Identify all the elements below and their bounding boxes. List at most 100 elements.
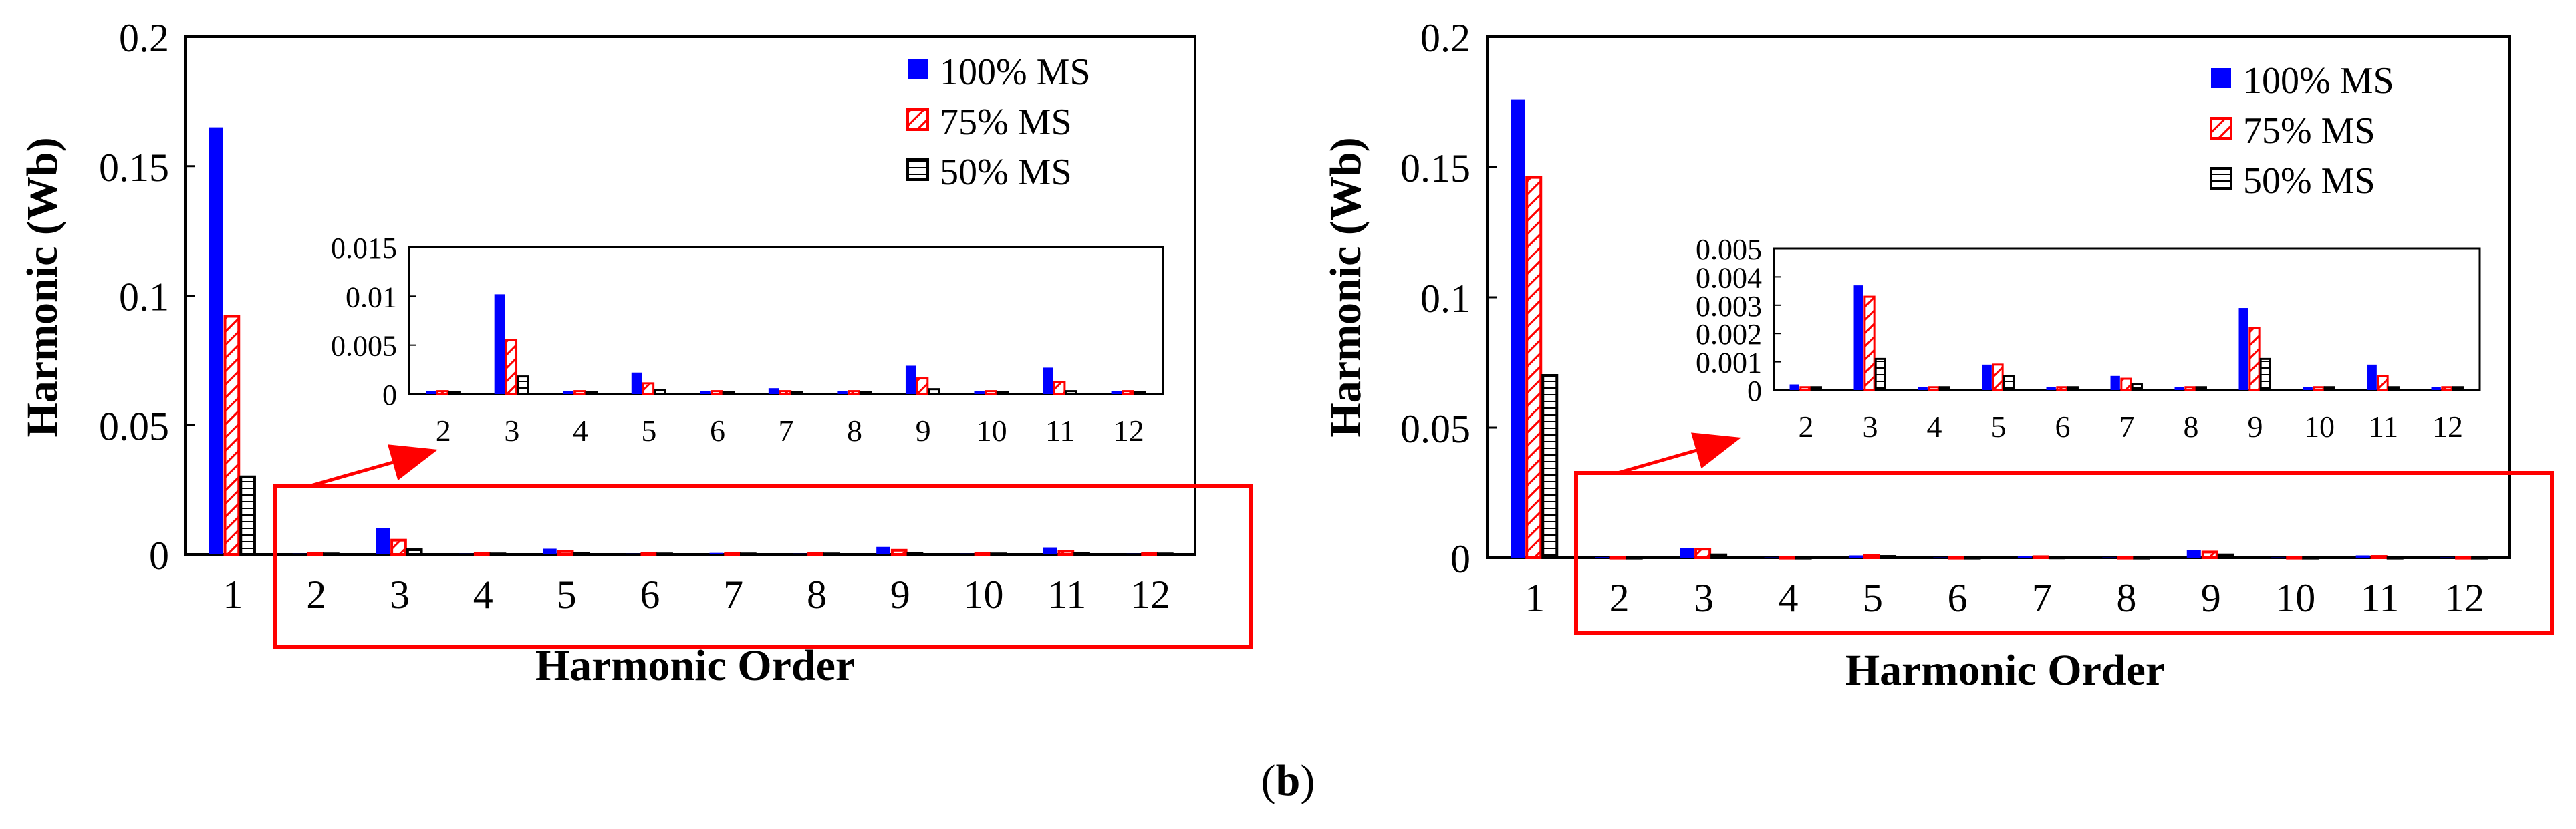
x-tick-label: 2 [306, 572, 326, 617]
inset-bar-100-ms-h8 [837, 391, 848, 394]
inset-bar-100-ms-h2 [1789, 384, 1799, 390]
x-tick-label: 7 [723, 572, 743, 617]
inset-bar-50-ms-h7 [2131, 383, 2143, 391]
inset-bar-50-ms-h9 [2259, 357, 2271, 391]
bar-75-ms-h11 [1057, 550, 1075, 556]
bar-100-ms-h11 [2355, 555, 2370, 558]
inset-bar-100-ms-h10 [974, 391, 985, 394]
inset-bar-100-ms-h5 [631, 372, 642, 394]
inset-bar-50-ms-h8 [859, 391, 872, 395]
x-tick-label: 3 [390, 572, 410, 617]
inset-bar-50-ms-h5 [654, 389, 666, 395]
zoom-arrow-head [388, 444, 438, 481]
x-tick-label: 1 [1525, 576, 1545, 620]
inset-bar-75-ms-h5 [1992, 363, 2004, 391]
inset-x-tick-label: 4 [1927, 409, 1942, 444]
inset-bar-50-ms-h12 [1133, 391, 1146, 395]
inset-bar-50-ms-h11 [1065, 390, 1077, 395]
inset-y-tick-label: 0.005 [1696, 233, 1762, 266]
inset-x-tick-label: 11 [1045, 413, 1075, 448]
inset-bar-100-ms-h2 [426, 391, 436, 394]
inset-bar-75-ms-h6 [711, 390, 723, 395]
inset-bar-75-ms-h5 [642, 382, 655, 395]
x-tick-label: 12 [2444, 576, 2484, 620]
bar-75-ms-h11 [2370, 555, 2388, 559]
inset-x-tick-label: 12 [1114, 413, 1144, 448]
x-tick-label: 11 [1047, 572, 1086, 617]
bar-100-ms-h11 [1043, 547, 1057, 554]
inset-bar-75-ms-h3 [505, 339, 518, 395]
inset-x-tick-label: 8 [2184, 409, 2199, 444]
x-tick-label: 7 [2032, 576, 2052, 620]
inset-bar-100-ms-h9 [2238, 308, 2248, 390]
bar-50-ms-h5 [1880, 555, 1897, 559]
inset-bar-100-ms-h6 [2046, 387, 2056, 390]
x-tick-label: 10 [2275, 576, 2315, 620]
legend-swatch-100 [2211, 68, 2231, 88]
x-tick-label: 6 [640, 572, 660, 617]
inset-bar-100-ms-h3 [1853, 285, 1863, 390]
x-tick-label: 9 [2201, 576, 2221, 620]
inset-bar-100-ms-h4 [1918, 387, 1928, 390]
bar-50-ms-h3 [406, 548, 423, 556]
inset-bar-75-ms-h12 [2441, 386, 2453, 391]
inset-bar-50-ms-h6 [722, 391, 735, 395]
inset-bar-75-ms-h4 [573, 390, 586, 395]
x-tick-label: 5 [557, 572, 577, 617]
inset-x-tick-label: 9 [2248, 409, 2263, 444]
bar-75-ms-h7 [2032, 555, 2049, 560]
bar-75-ms-h1 [1525, 176, 1543, 560]
x-tick-label: 8 [807, 572, 827, 617]
x-tick-label: 11 [2361, 576, 2400, 620]
inset-bar-50-ms-h12 [2452, 386, 2464, 391]
bar-100-ms-h5 [1848, 555, 1863, 558]
inset-bar-50-ms-h3 [1874, 357, 1886, 391]
bar-100-ms-h2 [1595, 557, 1609, 558]
inset-bar-100-ms-h7 [2110, 375, 2120, 390]
inset-bar-100-ms-h5 [1982, 364, 1992, 390]
bar-100-ms-h5 [543, 548, 557, 554]
inset-bar-100-ms-h10 [2303, 387, 2313, 390]
bar-100-ms-h9 [876, 546, 890, 554]
inset-bar-100-ms-h3 [494, 294, 505, 394]
x-tick-label: 4 [473, 572, 493, 617]
inset-bar-100-ms-h12 [1111, 391, 1122, 394]
zoom-arrow-line [1617, 448, 1697, 475]
inset-x-tick-label: 2 [1799, 409, 1814, 444]
x-axis-label: Harmonic Order [535, 641, 855, 690]
inset-bar-50-ms-h3 [517, 375, 529, 395]
bar-100-ms-h1 [209, 127, 223, 554]
caption: (b) [1261, 756, 1315, 805]
inset-bar-100-ms-h11 [2367, 364, 2377, 390]
inset-bar-50-ms-h2 [1810, 386, 1822, 391]
inset-bar-75-ms-h7 [2120, 377, 2132, 391]
inset-x-tick-label: 12 [2432, 409, 2463, 444]
y-tick-label: 0.1 [1420, 277, 1470, 321]
y-tick-label: 0 [1450, 537, 1470, 581]
inset-bar-100-ms-h6 [700, 391, 711, 394]
legend-swatch-50 [906, 158, 929, 181]
inset-bar-50-ms-h6 [2067, 386, 2079, 391]
bar-100-ms-h3 [376, 528, 390, 554]
inset-bar-75-ms-h6 [2056, 386, 2068, 391]
x-tick-label: 5 [1863, 576, 1883, 620]
bar-75-ms-h5 [1863, 554, 1881, 559]
inset-x-tick-label: 6 [710, 413, 725, 448]
x-tick-label: 4 [1779, 576, 1799, 620]
inset-bar-75-ms-h11 [2377, 375, 2389, 391]
bar-50-ms-h1 [1541, 374, 1559, 559]
x-tick-label: 12 [1130, 572, 1170, 617]
inset-y-tick-label: 0.004 [1696, 261, 1762, 294]
y-tick-label: 0.05 [99, 404, 169, 448]
inset-bar-75-ms-h3 [1863, 295, 1876, 391]
inset-bar-75-ms-h9 [2248, 327, 2261, 391]
legend-label-100: 100% MS [2243, 60, 2394, 102]
y-tick-label: 0 [149, 534, 169, 578]
inset-x-tick-label: 6 [2055, 409, 2071, 444]
inset-y-tick-label: 0.005 [331, 330, 397, 363]
inset-bar-75-ms-h7 [779, 390, 792, 395]
bar-75-ms-h1 [223, 315, 241, 556]
zoom-arrow-head [1690, 432, 1741, 469]
